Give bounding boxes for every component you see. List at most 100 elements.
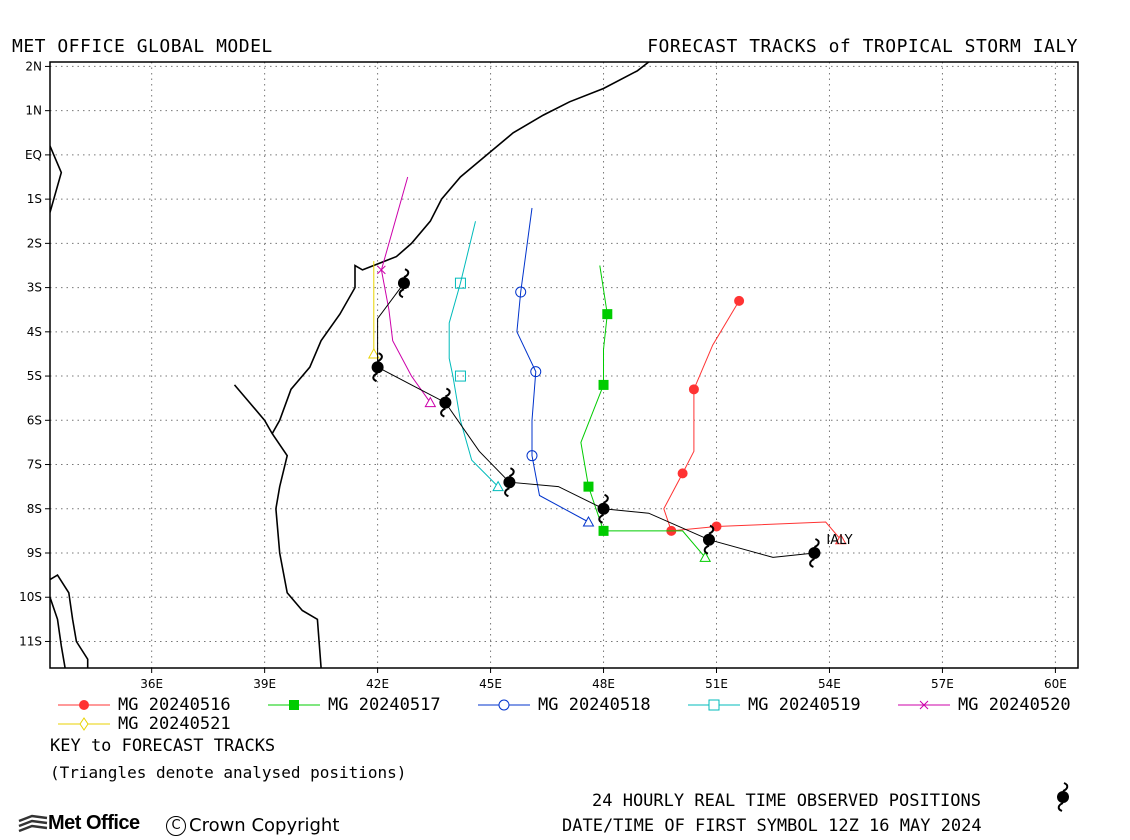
observed-storm-symbol bbox=[503, 467, 516, 498]
model-title: MET OFFICE GLOBAL MODEL bbox=[12, 36, 273, 57]
x-tick-label: 51E bbox=[705, 677, 728, 691]
storm-symbol-core bbox=[808, 546, 821, 559]
y-tick-label: 7S bbox=[27, 458, 42, 472]
legend-label: MG 20240520 bbox=[958, 695, 1071, 715]
storm-symbol-arm bbox=[403, 268, 410, 279]
key-heading: KEY to FORECAST TRACKS bbox=[50, 736, 276, 756]
legend-label: MG 20240521 bbox=[118, 714, 231, 734]
forecast-point bbox=[454, 370, 466, 382]
met-office-waves-icon bbox=[18, 814, 48, 832]
legend-label: MG 20240519 bbox=[748, 695, 861, 715]
chart-title: FORECAST TRACKS of TROPICAL STORM IALY bbox=[647, 36, 1078, 57]
forecast-point bbox=[526, 450, 538, 462]
y-tick-label: 5S bbox=[27, 369, 42, 383]
cross-icon bbox=[898, 700, 950, 710]
storm-symbol-core bbox=[702, 533, 715, 546]
observed-storm-symbol bbox=[808, 538, 821, 568]
y-tick-label: 2N bbox=[25, 59, 42, 73]
storm-symbol-core bbox=[597, 502, 610, 515]
analysed-position-triangle bbox=[582, 515, 595, 527]
forecast-track-line bbox=[380, 176, 431, 403]
open-circle-icon bbox=[478, 699, 530, 711]
first-symbol-datetime: DATE/TIME OF FIRST SYMBOL 12Z 16 MAY 202… bbox=[562, 816, 982, 836]
analysed-position-triangle bbox=[834, 533, 847, 545]
legend-item-mg-20240517: MG 20240517 bbox=[268, 695, 441, 715]
x-tick-label: 45E bbox=[479, 677, 502, 691]
storm-symbol-arm bbox=[708, 524, 715, 535]
open-square-icon bbox=[688, 699, 740, 711]
y-tick-label: 11S bbox=[19, 634, 42, 648]
legend-item-mg-20240518: MG 20240518 bbox=[478, 695, 651, 715]
x-tick-label: 36E bbox=[140, 677, 163, 691]
open-diamond-icon bbox=[58, 717, 110, 731]
forecast-point bbox=[530, 366, 542, 378]
legend-label: MG 20240516 bbox=[118, 695, 231, 715]
x-tick-label: 48E bbox=[592, 677, 615, 691]
forecast-track-line bbox=[516, 207, 589, 523]
plot-inner: IALY bbox=[50, 62, 1078, 668]
observed-storm-symbol bbox=[397, 268, 410, 299]
plot-frame bbox=[49, 61, 1079, 669]
forecast-point bbox=[598, 379, 609, 390]
lake-malawi-shore-west bbox=[50, 596, 66, 668]
observed-storm-symbol bbox=[597, 493, 610, 524]
y-tick-label: 6S bbox=[27, 413, 42, 427]
legend-item-mg-20240516: MG 20240516 bbox=[58, 695, 231, 715]
coastline-south bbox=[233, 384, 322, 668]
storm-symbol-core bbox=[439, 396, 452, 409]
forecast-point bbox=[454, 277, 466, 289]
storm-symbol-arm bbox=[813, 538, 820, 548]
forecast-point bbox=[598, 525, 609, 536]
y-tick-label: 10S bbox=[19, 590, 42, 604]
lake-malawi-shore bbox=[50, 574, 89, 668]
y-tick-label: EQ bbox=[25, 148, 42, 162]
storm-symbol-core bbox=[397, 277, 410, 290]
legend-item-mg-20240519: MG 20240519 bbox=[688, 695, 861, 715]
y-tick-label: 3S bbox=[27, 281, 42, 295]
met-office-logo: Met Office bbox=[18, 812, 140, 835]
analysed-position-triangle bbox=[492, 480, 504, 492]
x-tick-label: 57E bbox=[931, 677, 954, 691]
filled-circle-icon bbox=[58, 700, 110, 710]
x-tick-label: 60E bbox=[1044, 677, 1067, 691]
legend-label: MG 20240518 bbox=[538, 695, 651, 715]
forecast-track-line bbox=[663, 300, 842, 541]
x-tick-label: 54E bbox=[818, 677, 841, 691]
forecast-point bbox=[677, 468, 688, 479]
storm-symbol-arm bbox=[508, 467, 515, 478]
storm-symbol-core bbox=[503, 476, 516, 489]
copyright-icon: C bbox=[166, 815, 186, 836]
storm-symbol-icon bbox=[1057, 782, 1069, 812]
y-tick-label: 4S bbox=[27, 325, 42, 339]
logo-text: Met Office bbox=[48, 812, 140, 834]
forecast-point bbox=[688, 384, 699, 395]
analysed-position-triangle bbox=[424, 396, 437, 408]
coastline-africa bbox=[271, 62, 650, 434]
legend-item-mg-20240521: MG 20240521 bbox=[58, 714, 231, 734]
observed-storm-symbol bbox=[702, 524, 715, 555]
y-tick-label: 1N bbox=[25, 104, 42, 118]
x-tick-label: 39E bbox=[253, 677, 276, 691]
storm-symbol-arm bbox=[703, 544, 710, 555]
lake-victoria-shore bbox=[50, 145, 63, 213]
forecast-point bbox=[583, 481, 594, 492]
forecast-point bbox=[734, 295, 745, 306]
forecast-track-line bbox=[580, 265, 706, 558]
storm-symbol-arm bbox=[440, 407, 446, 418]
copyright-text: Crown Copyright bbox=[189, 815, 340, 836]
forecast-point bbox=[515, 286, 527, 298]
storm-symbol-arm bbox=[809, 558, 815, 568]
y-tick-label: 9S bbox=[27, 546, 42, 560]
plot-area: IALY 36E 39E 42E 45E 48E 51E 54E 57E 60E 2N 1N EQ 1S 2… bbox=[19, 59, 1079, 691]
storm-symbol-arm bbox=[372, 372, 379, 383]
storm-symbol-arm bbox=[598, 513, 604, 524]
forecast-point bbox=[377, 265, 386, 275]
forecast-track-line bbox=[448, 221, 499, 487]
x-tick-label: 42E bbox=[366, 677, 389, 691]
analysed-position-triangle bbox=[367, 347, 380, 359]
storm-symbol-arm bbox=[444, 387, 451, 398]
y-tick-label: 1S bbox=[27, 192, 42, 206]
storm-symbol-core bbox=[371, 361, 384, 374]
storm-symbol-arm bbox=[504, 487, 510, 498]
copyright-notice: C Crown Copyright bbox=[166, 815, 339, 836]
